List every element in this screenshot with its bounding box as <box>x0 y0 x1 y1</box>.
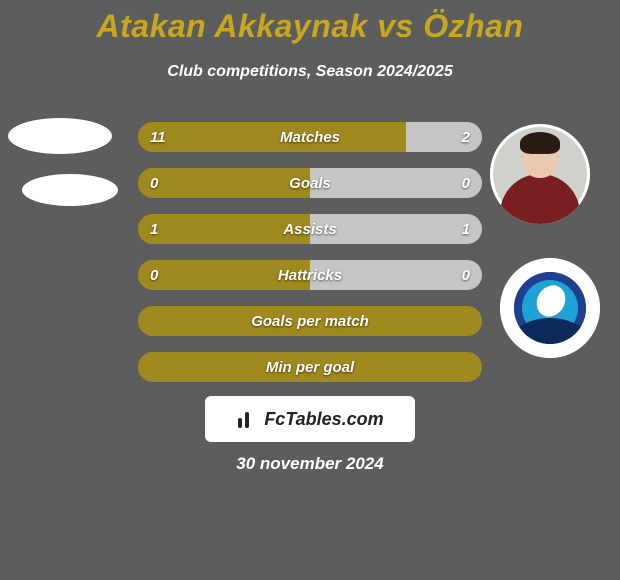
club-badge-bird <box>533 283 570 320</box>
stat-bar-left <box>138 306 482 336</box>
stat-row: Min per goal <box>138 352 482 382</box>
stat-bar-left <box>138 260 310 290</box>
stat-row: Goals per match <box>138 306 482 336</box>
stat-row: Hattricks00 <box>138 260 482 290</box>
stat-row: Assists11 <box>138 214 482 244</box>
comparison-card: Atakan Akkaynak vs Özhan Club competitio… <box>0 0 620 580</box>
stat-bar-left <box>138 352 482 382</box>
stat-bar-left <box>138 168 310 198</box>
stat-bar-right <box>310 168 482 198</box>
stat-row: Goals00 <box>138 168 482 198</box>
player-right-avatar <box>490 124 590 224</box>
player-left-club-avatar <box>22 174 118 206</box>
branding-badge: FcTables.com <box>205 396 415 442</box>
stat-bar-left <box>138 122 406 152</box>
avatar-hair <box>520 132 560 154</box>
stat-row: Matches112 <box>138 122 482 152</box>
branding-text: FcTables.com <box>264 409 383 430</box>
club-badge-icon <box>514 272 586 344</box>
fctables-logo-icon <box>236 408 258 430</box>
page-subtitle: Club competitions, Season 2024/2025 <box>0 63 620 81</box>
stat-bar-right <box>406 122 482 152</box>
stat-bar-left <box>138 214 310 244</box>
player-left-avatar <box>8 118 112 154</box>
stat-bar-right <box>310 260 482 290</box>
stat-bar-right <box>310 214 482 244</box>
player-right-club-avatar <box>500 258 600 358</box>
page-title: Atakan Akkaynak vs Özhan <box>0 0 620 45</box>
stats-bar-chart: Matches112 Goals00 Assists11 Hattricks00 Goa… <box>138 122 482 398</box>
generated-date: 30 november 2024 <box>0 454 620 474</box>
avatar-torso <box>500 174 580 224</box>
club-badge-wave <box>514 318 586 344</box>
